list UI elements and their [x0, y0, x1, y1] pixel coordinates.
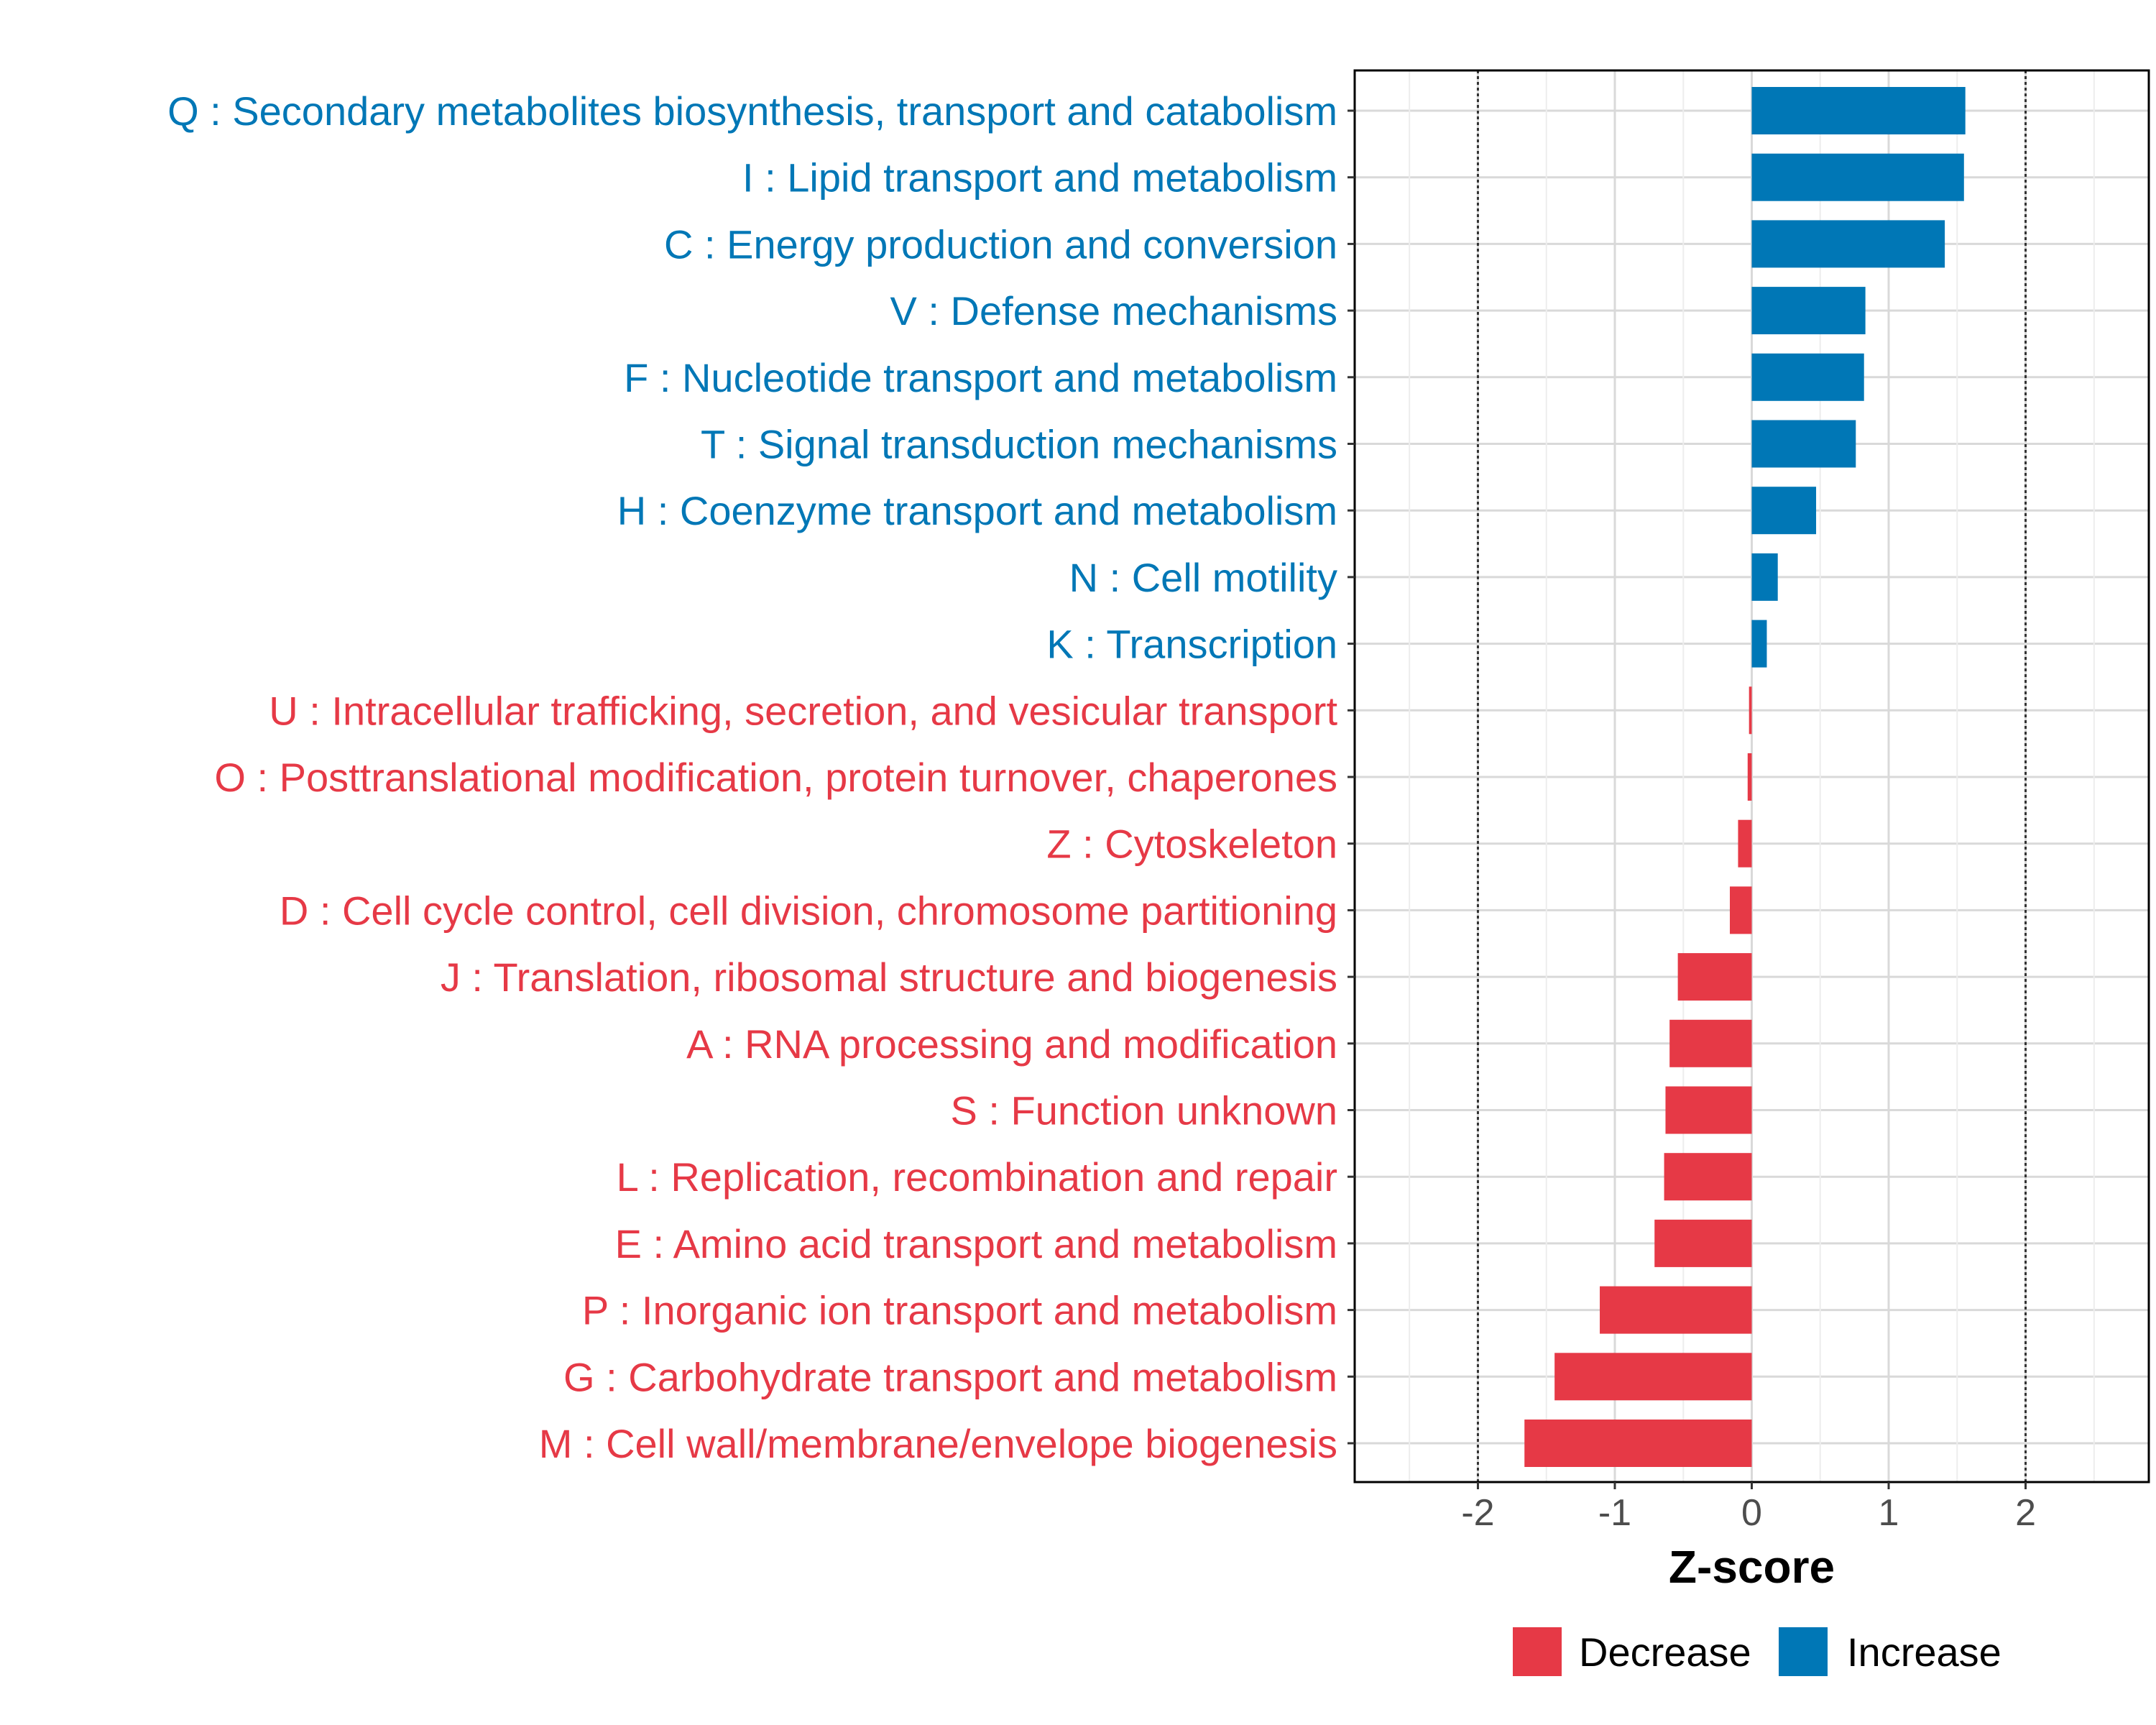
bar — [1751, 87, 1966, 134]
y-axis-ticks — [1348, 109, 1355, 1445]
category-label: S : Function unknown — [950, 1088, 1337, 1133]
category-label: O : Posttranslational modification, prot… — [214, 755, 1337, 800]
legend-label-decrease: Decrease — [1579, 1629, 1751, 1675]
category-label: C : Energy production and conversion — [664, 221, 1337, 267]
category-label: L : Replication, recombination and repai… — [617, 1154, 1337, 1200]
category-label: U : Intracellular trafficking, secretion… — [269, 688, 1337, 733]
bar — [1751, 153, 1964, 201]
category-label: A : RNA processing and modification — [686, 1021, 1337, 1067]
category-label: H : Coenzyme transport and metabolism — [617, 488, 1337, 533]
bar — [1738, 819, 1752, 868]
bar — [1524, 1420, 1752, 1467]
bar — [1751, 220, 1945, 268]
category-label: E : Amino acid transport and metabolism — [615, 1221, 1337, 1266]
category-label: K : Transcription — [1046, 622, 1337, 667]
category-label: Q : Secondary metabolites biosynthesis, … — [167, 88, 1337, 134]
bar — [1751, 620, 1767, 668]
bar — [1665, 1086, 1752, 1134]
bar — [1600, 1286, 1752, 1334]
x-tick-label: 0 — [1741, 1492, 1762, 1534]
category-label: D : Cell cycle control, cell division, c… — [280, 888, 1337, 933]
bar — [1751, 487, 1817, 535]
bar — [1669, 1019, 1752, 1067]
bars — [1524, 87, 1966, 1467]
category-label: M : Cell wall/membrane/envelope biogenes… — [539, 1421, 1337, 1466]
category-label: I : Lipid transport and metabolism — [742, 155, 1337, 201]
category-label: G : Carbohydrate transport and metabolis… — [563, 1354, 1337, 1399]
x-tick-label: 1 — [1879, 1492, 1899, 1534]
bar — [1664, 1153, 1752, 1201]
bar — [1747, 753, 1752, 801]
category-label: N : Cell motility — [1069, 555, 1337, 600]
legend-label-increase: Increase — [1847, 1629, 2001, 1675]
x-tick-label: -1 — [1598, 1492, 1631, 1534]
bar — [1654, 1219, 1752, 1267]
x-tick-label: -2 — [1461, 1492, 1494, 1534]
bar — [1730, 886, 1752, 934]
x-axis-title: Z-score — [1669, 1541, 1835, 1593]
bar — [1749, 686, 1752, 735]
category-label: V : Defense mechanisms — [890, 288, 1337, 334]
bar — [1751, 353, 1864, 401]
bar — [1677, 953, 1752, 1001]
bar — [1554, 1353, 1752, 1401]
plot-area — [1353, 69, 2150, 1484]
category-label: J : Translation, ribosomal structure and… — [441, 954, 1337, 1000]
category-label: F : Nucleotide transport and metabolism — [624, 355, 1337, 400]
legend: Decrease Increase — [1513, 1627, 2001, 1676]
category-label: T : Signal transduction mechanisms — [701, 422, 1337, 467]
legend-key-decrease — [1513, 1627, 1562, 1676]
bar — [1751, 287, 1866, 335]
x-tick-label: 2 — [2015, 1492, 2036, 1534]
category-labels: Q : Secondary metabolites biosynthesis, … — [167, 88, 1337, 1466]
category-label: P : Inorganic ion transport and metaboli… — [582, 1288, 1337, 1333]
x-axis: -2 -1 0 1 2 — [1461, 1482, 2036, 1534]
bar — [1751, 553, 1778, 601]
legend-key-increase — [1779, 1627, 1828, 1676]
category-label: Z : Cytoskeleton — [1046, 822, 1337, 867]
bar — [1751, 420, 1856, 468]
